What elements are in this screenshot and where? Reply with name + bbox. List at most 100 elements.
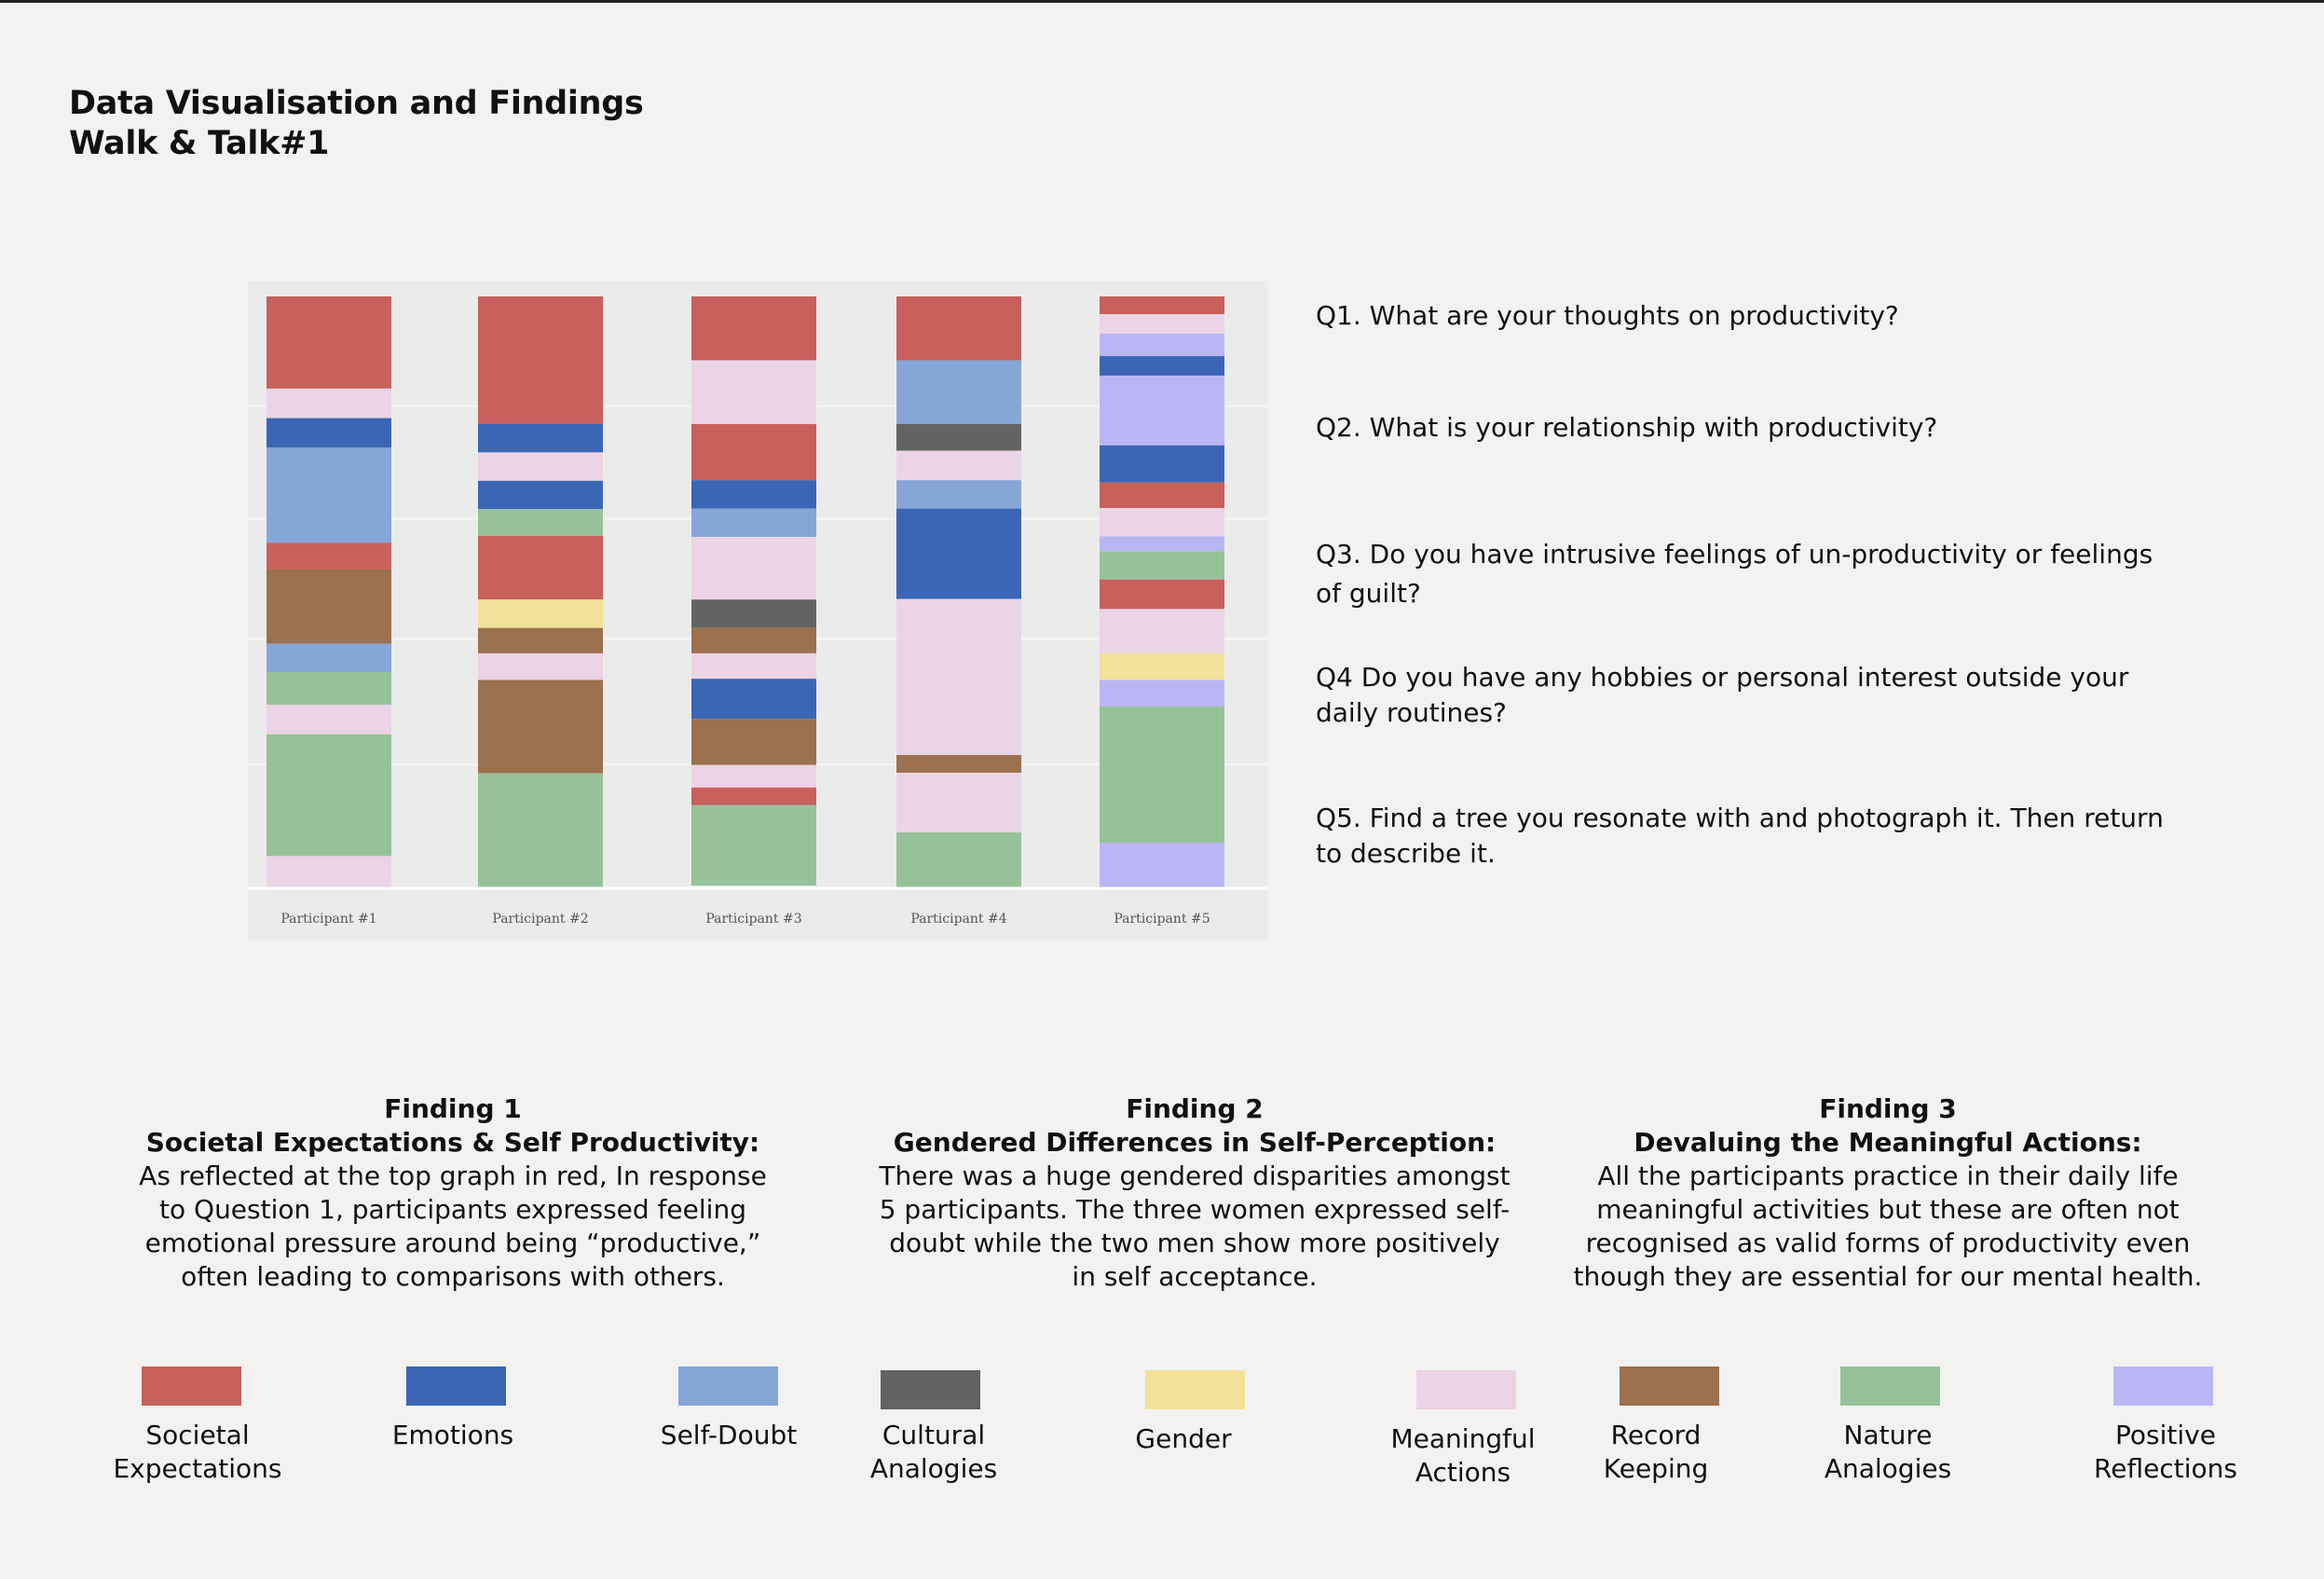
legend-label-line-1: Meaningful: [1390, 1423, 1536, 1454]
bar-segment-meaningful-actions: [691, 537, 816, 600]
bar-segment-emotions: [478, 480, 603, 510]
bar-segment-societal-expectations: [691, 787, 816, 805]
bar-segment-meaningful-actions: [478, 652, 603, 680]
bar-segment-record-keeping: [478, 627, 603, 653]
legend-swatch: [406, 1366, 506, 1406]
bar-segment-societal-expectations: [478, 535, 603, 600]
finding-1-line-3: emotional pressure around being “product…: [144, 1228, 761, 1258]
bar-segment-self-doubt: [691, 508, 816, 538]
legend-label-line-1: Gender: [1135, 1423, 1232, 1454]
bar-segment-societal-expectations: [478, 296, 603, 424]
legend-label-line-2: Keeping: [1603, 1453, 1709, 1484]
finding-1-line-4: often leading to comparisons with others…: [181, 1261, 725, 1292]
bar-segment-cultural-analogies: [896, 423, 1021, 451]
question-4: Q4 Do you have any hobbies or personal i…: [1316, 660, 2154, 731]
bar-segment-nature-analogies: [478, 509, 603, 536]
bar-segment-emotions: [478, 423, 603, 453]
bar-segment-positive-reflections: [1100, 680, 1224, 707]
question-5-line-2: to describe it.: [1316, 838, 1496, 869]
question-4-line-2: daily routines?: [1316, 697, 1507, 728]
finding-3-line-1: All the participants practice in their d…: [1597, 1160, 2179, 1191]
finding-2: Finding 2 Gendered Differences in Self-Pe…: [859, 1092, 1530, 1294]
bar-segment-meaningful-actions: [896, 450, 1021, 481]
legend-swatch: [1416, 1370, 1516, 1409]
legend-label-line-1: Self-Doubt: [660, 1420, 798, 1450]
top-rule: [0, 0, 2324, 3]
finding-1: Finding 1 Societal Expectations & Self Pr…: [117, 1092, 788, 1294]
finding-title: Finding 1: [384, 1093, 522, 1124]
legend-label: Gender: [1072, 1422, 1295, 1456]
bar-segment-record-keeping: [267, 569, 391, 644]
legend-swatch: [1145, 1370, 1245, 1409]
page-title: Data Visualisation and Findings Walk & T…: [69, 84, 644, 164]
finding-body: All the participants practice in their d…: [1552, 1160, 2223, 1294]
finding-1-line-1: As reflected at the top graph in red, In…: [139, 1160, 767, 1191]
bar-segment-meaningful-actions: [478, 452, 603, 481]
bar-segment-societal-expectations: [1100, 296, 1224, 315]
bar-segment-emotions: [1100, 445, 1224, 483]
legend-label-line-2: Analogies: [1824, 1453, 1952, 1484]
legend-swatch: [678, 1366, 778, 1406]
question-2: Q2. What is your relationship with produ…: [1316, 410, 2154, 446]
question-3-line-2: of guilt?: [1316, 578, 1421, 609]
legend-swatch: [2113, 1366, 2213, 1406]
bar-segment-emotions: [691, 480, 816, 509]
legend-label: Societal Expectations: [86, 1419, 309, 1486]
bar-segment-nature-analogies: [1100, 706, 1224, 844]
bar-segment-meaningful-actions: [896, 773, 1021, 833]
finding-3-line-2: meaningful activities but these are ofte…: [1596, 1194, 2180, 1225]
bar-segment-meaningful-actions: [691, 652, 816, 680]
question-1: Q1. What are your thoughts on productivi…: [1316, 298, 2154, 334]
finding-2-line-3: doubt while the two men show more positi…: [889, 1228, 1500, 1258]
finding-3-line-3: recognised as valid forms of productivit…: [1585, 1228, 2191, 1258]
finding-title: Finding 2: [1126, 1093, 1264, 1124]
bar-segment-meaningful-actions: [691, 360, 816, 424]
legend-label-line-1: Cultural: [882, 1420, 986, 1450]
finding-body: There was a huge gendered disparities am…: [859, 1160, 1530, 1294]
question-5: Q5. Find a tree you resonate with and ph…: [1316, 801, 2164, 872]
page-title-line-1: Data Visualisation and Findings: [69, 85, 644, 122]
finding-3: Finding 3 Devaluing the Meaningful Action…: [1552, 1092, 2223, 1294]
legend-swatch: [1840, 1366, 1940, 1406]
finding-2-line-2: 5 participants. The three women expresse…: [879, 1194, 1511, 1225]
question-1-line-1: Q1. What are your thoughts on productivi…: [1316, 300, 1899, 331]
bar-segment-gender: [478, 599, 603, 628]
finding-2-line-4: in self acceptance.: [1072, 1261, 1318, 1292]
legend-label: Emotions: [341, 1419, 565, 1452]
bar-segment-meaningful-actions: [691, 764, 816, 788]
bar-segment-record-keeping: [896, 754, 1021, 774]
x-tick-label: Participant #5: [1114, 912, 1210, 927]
bar-segment-societal-expectations: [691, 423, 816, 481]
bar-segment-record-keeping: [691, 719, 816, 765]
bar-segment-positive-reflections: [1100, 536, 1224, 552]
bar-segment-self-doubt: [896, 360, 1021, 424]
bar-segment-positive-reflections: [1100, 375, 1224, 446]
bar-segment-self-doubt: [267, 643, 391, 673]
bar-segment-societal-expectations: [267, 542, 391, 570]
question-4-line-1: Q4 Do you have any hobbies or personal i…: [1316, 662, 2129, 693]
stacked-bar-chart: Participant #1 Participant #2 Participant …: [248, 281, 1267, 940]
question-5-line-1: Q5. Find a tree you resonate with and ph…: [1316, 803, 2164, 833]
legend-label: Nature Analogies: [1776, 1419, 2000, 1486]
finding-title: Finding 3: [1819, 1093, 1957, 1124]
bar-segment-cultural-analogies: [691, 599, 816, 628]
legend-label: Self-Doubt: [617, 1419, 841, 1452]
legend-label: Record Keeping: [1544, 1419, 1768, 1486]
x-tick-label: Participant #1: [280, 912, 376, 927]
legend-label: Positive Reflections: [2054, 1419, 2277, 1486]
question-3-line-1: Q3. Do you have intrusive feelings of un…: [1316, 539, 2153, 570]
bar-segment-emotions: [1100, 356, 1224, 376]
bar-segment-meaningful-actions: [267, 705, 391, 735]
legend-label-line-1: Societal: [145, 1420, 250, 1450]
legend-label-line-2: Expectations: [113, 1453, 282, 1484]
finding-3-line-4: though they are essential for our mental…: [1573, 1261, 2203, 1292]
finding-body: As reflected at the top graph in red, In…: [117, 1160, 788, 1294]
legend-label-line-1: Positive: [2115, 1420, 2216, 1450]
bar-segment-self-doubt: [267, 447, 391, 543]
x-tick-label: Participant #2: [492, 912, 588, 927]
bar-segment-positive-reflections: [1100, 333, 1224, 357]
bar-segment-gender: [1100, 652, 1224, 680]
legend-swatch: [142, 1366, 241, 1406]
bar-segment-societal-expectations: [896, 296, 1021, 361]
finding-subtitle: Devaluing the Meaningful Actions:: [1634, 1127, 2142, 1158]
